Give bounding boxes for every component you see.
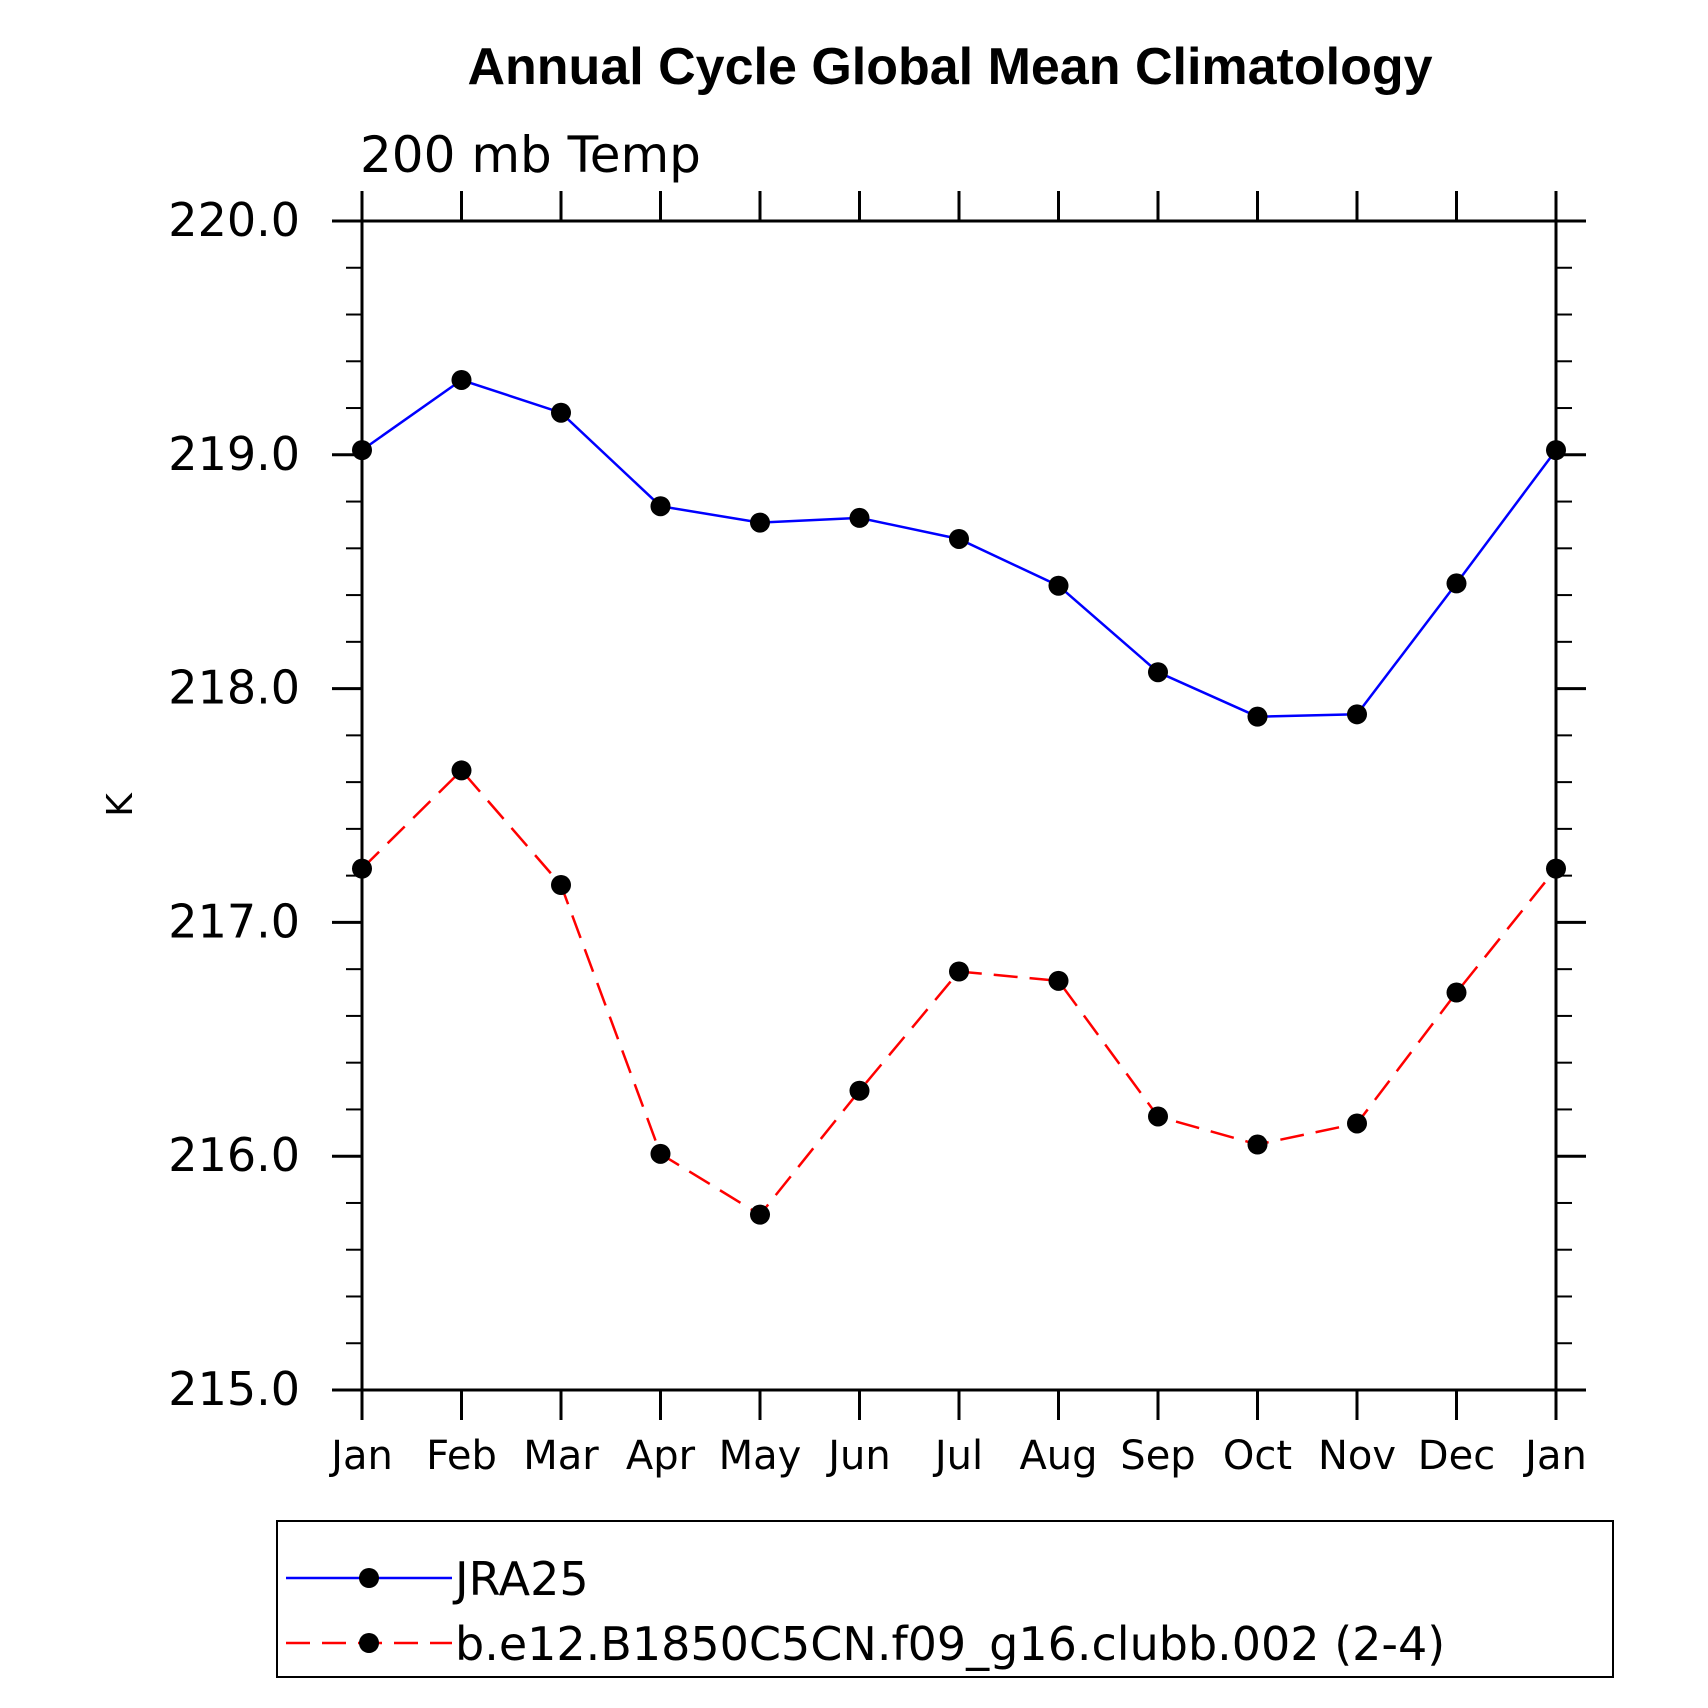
data-point — [1048, 575, 1069, 596]
y-tick-label: 215.0 — [168, 1362, 300, 1416]
x-tick-label: Jun — [825, 1433, 891, 1479]
data-point — [1446, 982, 1467, 1003]
x-tick-label: Feb — [426, 1433, 497, 1479]
legend-marker-1 — [359, 1568, 379, 1588]
x-tick-label: Oct — [1223, 1433, 1292, 1479]
legend-box — [276, 1520, 1614, 1678]
plot-frame — [360, 219, 1558, 1392]
data-point — [650, 1143, 671, 1164]
y-tick-label: 218.0 — [168, 661, 300, 715]
tick-labels: Jan Feb Mar Apr May Jun Jul Aug Sep Oct Nov Dec Jan 2… — [168, 193, 1587, 1479]
x-tick-label: Jul — [932, 1433, 983, 1479]
data-point — [1446, 573, 1467, 594]
data-point — [949, 961, 969, 982]
x-tick-label: Sep — [1120, 1433, 1195, 1479]
plot-series — [352, 369, 1566, 1225]
data-point — [650, 496, 671, 517]
y-tick-label: 219.0 — [168, 427, 300, 481]
y-tick-label: 217.0 — [168, 894, 300, 948]
x-tick-label: Nov — [1318, 1433, 1396, 1479]
series-line-2 — [361, 768, 1557, 1217]
data-point — [1247, 1134, 1268, 1155]
legend-label-2: b.e12.B1850C5CN.f09_g16.clubb.002 (2-4) — [455, 1617, 1445, 1671]
data-point — [1347, 1113, 1367, 1134]
data-point — [551, 874, 571, 895]
x-tick-label: Mar — [523, 1433, 599, 1479]
chart-title: Annual Cycle Global Mean Climatology — [467, 38, 1432, 96]
legend-marker-2 — [359, 1633, 379, 1653]
x-tick-label: Jan — [1522, 1433, 1587, 1479]
x-tick-label: Aug — [1019, 1433, 1097, 1479]
data-point — [750, 512, 770, 533]
x-tick-label: Jan — [328, 1433, 393, 1479]
legend-label-1: JRA25 — [452, 1552, 589, 1606]
data-point — [849, 1080, 870, 1101]
y-tick-label: 216.0 — [168, 1128, 300, 1182]
data-point — [1148, 662, 1168, 683]
data-point — [551, 402, 571, 423]
x-tick-label: May — [719, 1433, 802, 1479]
axes — [332, 191, 1586, 1420]
data-point — [451, 760, 472, 781]
data-point — [1148, 1106, 1168, 1127]
data-point — [1347, 704, 1367, 725]
data-point — [849, 507, 870, 528]
data-point — [750, 1204, 770, 1225]
y-axis-label: K — [100, 792, 141, 817]
x-tick-label: Apr — [626, 1433, 696, 1479]
x-tick-label: Dec — [1418, 1433, 1495, 1479]
data-point — [949, 528, 969, 549]
y-tick-label: 220.0 — [168, 193, 300, 247]
data-point — [1048, 970, 1069, 991]
chart-subtitle: 200 mb Temp — [360, 126, 701, 184]
legend: JRA25 b.e12.B1850C5CN.f09_g16.clubb.002 (… — [276, 1520, 1614, 1678]
data-point — [451, 369, 472, 390]
data-point — [1247, 706, 1268, 727]
